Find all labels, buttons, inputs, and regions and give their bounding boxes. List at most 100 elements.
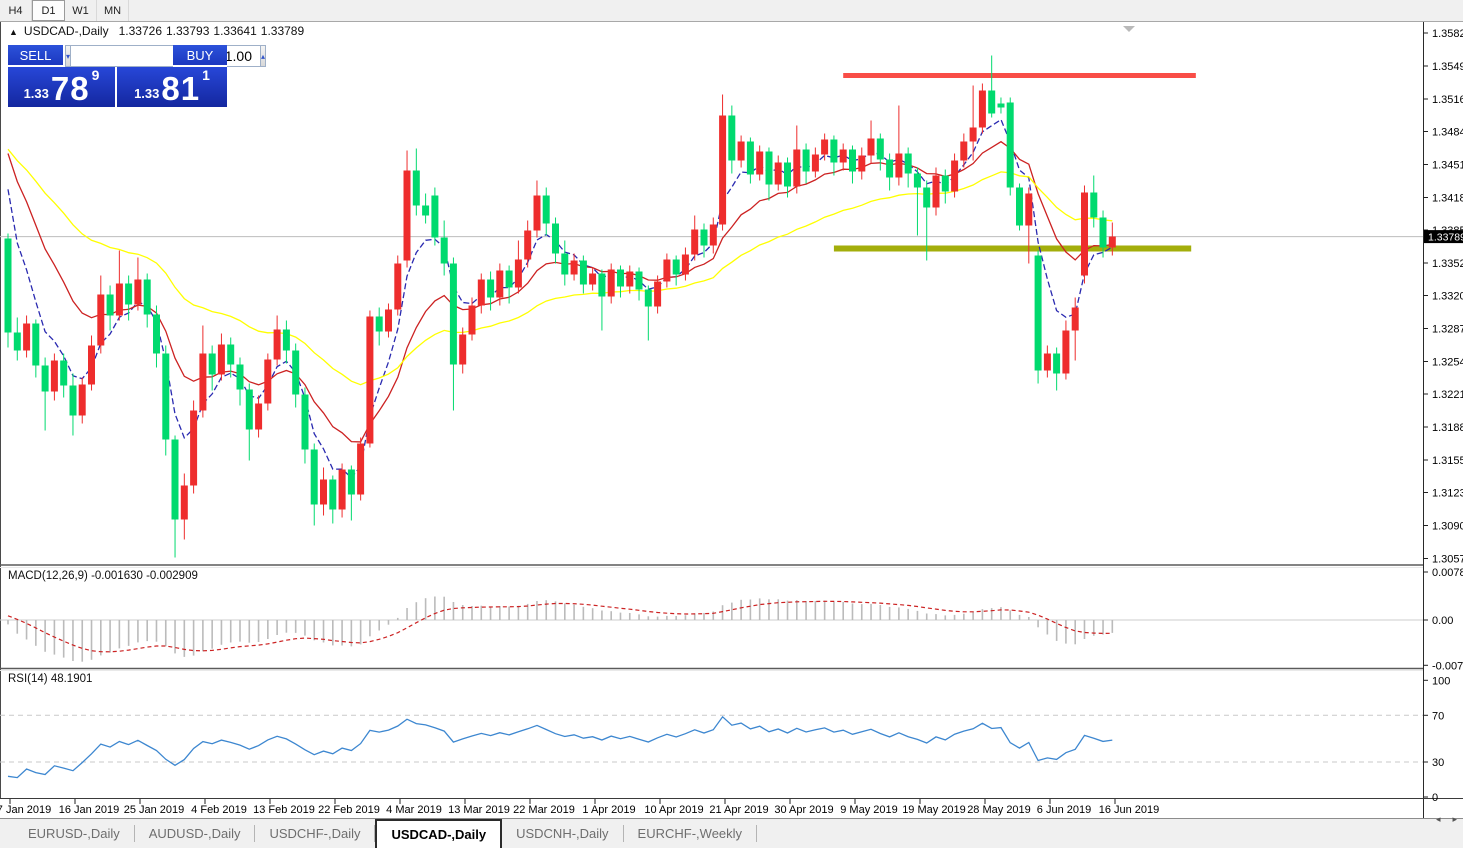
svg-text:1.34510: 1.34510 [1432,160,1463,172]
timeframe-button-mn[interactable]: MN [97,0,129,21]
macd-label: MACD(12,26,9) -0.001630 -0.002909 [8,570,198,582]
svg-text:MACD(12,26,9) -0.001630 -0.002: MACD(12,26,9) -0.001630 -0.002909 [8,570,198,582]
volume-decrease-button[interactable]: ▾ [64,45,71,67]
svg-text:1.32540: 1.32540 [1432,357,1463,369]
svg-text:9 May 2019: 9 May 2019 [840,804,897,816]
volume-control: ▾ ▴ [64,45,267,67]
svg-text:4 Feb 2019: 4 Feb 2019 [191,804,247,816]
timeframe-button-w1[interactable]: W1 [65,0,97,21]
svg-text:22 Mar 2019: 22 Mar 2019 [513,804,575,816]
svg-text:1.31230: 1.31230 [1432,488,1463,500]
svg-text:1 Apr 2019: 1 Apr 2019 [582,804,635,816]
tab-separator [254,825,256,842]
svg-text:16 Jan 2019: 16 Jan 2019 [59,804,120,816]
price-axis[interactable]: 1.35825 1.35495 1.35165 1.34840 1.34510 1.341… [1423,28,1463,566]
tab-usdcad-daily[interactable]: USDCAD-,Daily [375,819,503,848]
volume-increase-button[interactable]: ▴ [260,45,267,67]
tab-usdchf-daily[interactable]: USDCHF-,Daily [269,826,361,841]
macd-signal-line [7,600,1113,653]
svg-text:1.35165: 1.35165 [1432,94,1463,106]
svg-text:30: 30 [1432,757,1444,769]
svg-text:1.33789: 1.33789 [1428,232,1463,244]
tab-separator [133,825,135,842]
rsi-label: RSI(14) 48.1901 [8,673,92,685]
tab-separator [756,825,758,842]
ma-line-mid [7,140,1113,443]
sell-price-button[interactable]: 1.33 78 9 [8,67,115,107]
collapse-arrow-icon[interactable]: ▲ [9,27,18,37]
svg-text:1.30570: 1.30570 [1432,554,1463,566]
svg-text:1.34840: 1.34840 [1432,127,1463,139]
svg-text:0.00: 0.00 [1432,615,1453,627]
svg-text:70: 70 [1432,710,1444,722]
svg-text:1.31555: 1.31555 [1432,455,1463,467]
svg-text:100: 100 [1432,675,1450,687]
horizontal-trendlines[interactable] [833,73,1196,252]
tab-audusd-daily[interactable]: AUDUSD-,Daily [148,826,241,841]
svg-text:4 Mar 2019: 4 Mar 2019 [386,804,442,816]
ohlc-high: 1.33793 [166,24,210,38]
rsi-line [7,715,1113,779]
svg-text:1.32215: 1.32215 [1432,389,1463,401]
tab-eurusd-daily[interactable]: EURUSD-,Daily [28,826,120,841]
timeframe-button-d1[interactable]: D1 [32,0,65,21]
svg-text:-0.007362: -0.007362 [1432,660,1463,672]
svg-text:21 Apr 2019: 21 Apr 2019 [709,804,768,816]
ohlc-open: 1.33726 [118,24,162,38]
buy-price-sup: 1 [202,67,210,83]
chart-header: ▲ USDCAD-,Daily 1.33726 1.33793 1.33641 1.337… [9,24,308,38]
buy-price-big: 81 [161,70,201,107]
svg-text:25 Jan 2019: 25 Jan 2019 [124,804,185,816]
tab-separator [622,825,624,842]
svg-text:7 Jan 2019: 7 Jan 2019 [0,804,51,816]
volume-input[interactable] [71,45,260,67]
ma-line-fast [7,118,1113,479]
svg-text:22 Feb 2019: 22 Feb 2019 [318,804,380,816]
svg-text:6 Jun 2019: 6 Jun 2019 [1037,804,1091,816]
one-click-trading-panel: SELL ▾ ▴ BUY 1.33 78 9 1.33 81 1 [8,45,267,107]
symbol-tab-bar: EURUSD-,Daily AUDUSD-,Daily USDCHF-,Daily U… [0,818,1463,848]
svg-text:1.30900: 1.30900 [1432,521,1463,533]
symbol-title: USDCAD-,Daily [23,24,109,38]
svg-text:19 May 2019: 19 May 2019 [902,804,966,816]
date-axis[interactable]: 7 Jan 2019 16 Jan 2019 25 Jan 2019 4 Feb 20… [0,799,1159,816]
candle-bodies [4,90,1116,520]
sell-price-big: 78 [50,70,90,107]
tab-separator [374,825,376,842]
macd-histogram [7,596,1114,662]
ohlc-low: 1.33641 [213,24,257,38]
sell-price-sup: 9 [91,67,100,83]
svg-text:13 Feb 2019: 13 Feb 2019 [253,804,315,816]
chart-scroll-right-icon[interactable]: ▸ [1452,814,1457,824]
svg-text:0: 0 [1432,792,1438,804]
svg-text:1.33525: 1.33525 [1432,258,1463,270]
svg-text:1.35825: 1.35825 [1432,28,1463,40]
svg-text:30 Apr 2019: 30 Apr 2019 [774,804,833,816]
buy-price-prefix: 1.33 [134,86,160,101]
buy-button[interactable]: BUY [172,45,227,67]
svg-text:0.007807: 0.007807 [1432,567,1463,579]
svg-text:1.33200: 1.33200 [1432,291,1463,303]
svg-text:10 Apr 2019: 10 Apr 2019 [644,804,703,816]
chart-scroll-left-icon[interactable]: ◂ [1435,814,1441,824]
svg-text:13 Mar 2019: 13 Mar 2019 [448,804,510,816]
timeframe-button-h4[interactable]: H4 [0,0,32,21]
rsi-level-lines [0,714,1423,763]
sell-button[interactable]: SELL [8,45,63,67]
svg-text:1.34180: 1.34180 [1432,193,1463,205]
svg-text:16 Jun 2019: 16 Jun 2019 [1099,804,1160,816]
sell-price-prefix: 1.33 [23,86,49,101]
ohlc-close: 1.33789 [260,24,305,38]
svg-text:1.32870: 1.32870 [1432,324,1463,336]
tab-usdcnh-daily[interactable]: USDCNH-,Daily [516,826,609,841]
indicator-axis[interactable]: 0.007807 0.00 -0.007362 100 70 30 0 [1423,567,1463,804]
svg-text:1.35495: 1.35495 [1432,61,1463,73]
chart-scroll-arrows: ◂ ▸ [1436,814,1457,825]
tab-eurchf-weekly[interactable]: EURCHF-,Weekly [637,826,743,841]
svg-text:RSI(14) 48.1901: RSI(14) 48.1901 [8,673,92,685]
svg-text:1.31885: 1.31885 [1432,422,1463,434]
timeframe-toolbar: H4 D1 W1 MN [0,0,1463,22]
buy-price-button[interactable]: 1.33 81 1 [117,67,227,107]
